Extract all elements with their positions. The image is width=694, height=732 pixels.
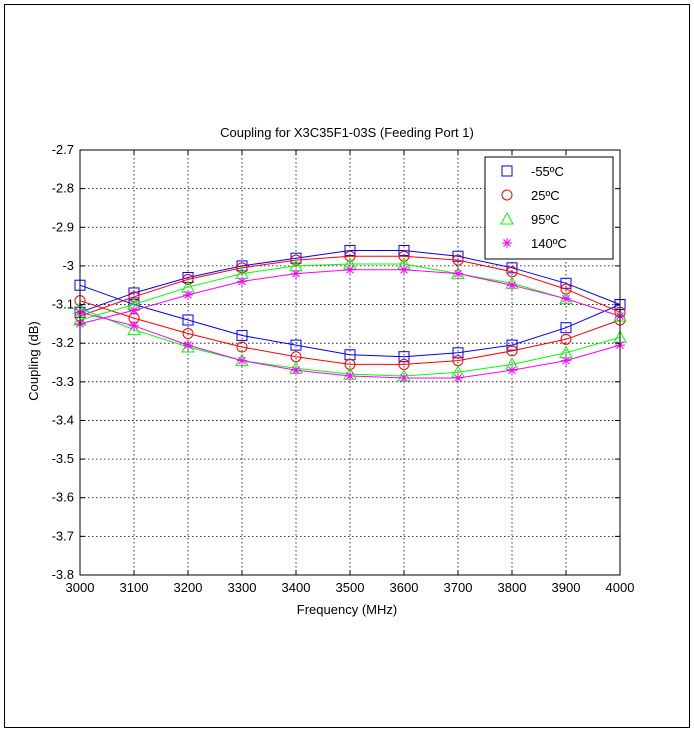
data-point-triangle [181, 340, 195, 353]
data-point-square [398, 351, 410, 363]
x-tick-label: 3100 [120, 580, 149, 595]
x-tick-label: 3200 [174, 580, 203, 595]
data-point-star [453, 268, 463, 279]
series-line-upper [79, 263, 621, 321]
data-point-square [560, 322, 572, 334]
x-tick-label: 3800 [498, 580, 527, 595]
data-point-star [507, 280, 517, 291]
data-point-star [453, 372, 463, 383]
y-axis-label: Coupling (dB) [26, 321, 41, 401]
data-point-square [452, 250, 464, 262]
x-tick-label: 3400 [282, 580, 311, 595]
legend-label: 95ºC [531, 212, 560, 227]
chart-title: Coupling for X3C35F1-03S (Feeding Port 1… [220, 125, 474, 140]
data-point-circle [344, 358, 356, 370]
data-point-circle [182, 273, 194, 285]
y-tick-label: -3 [62, 258, 74, 273]
x-tick-label: 3700 [444, 580, 473, 595]
x-tick-label: 3300 [228, 580, 257, 595]
series-line-lower [79, 284, 621, 358]
y-tick-label: -3.2 [52, 335, 74, 350]
tick-layer: 3000 3100 3200 3300 3400 3500 3600 3700 3800 3900… [52, 142, 635, 595]
legend-marker-triangle [500, 211, 514, 225]
legend-label: 25ºC [531, 188, 560, 203]
data-point-circle [560, 333, 572, 345]
series-line-lower [79, 300, 621, 365]
data-point-circle [128, 291, 140, 303]
data-point-star [399, 372, 409, 383]
y-tick-label: -3.7 [52, 528, 74, 543]
y-tick-label: -3.6 [52, 490, 74, 505]
data-point-star [129, 305, 139, 316]
series-line-upper [79, 269, 621, 325]
legend-label: 140ºC [531, 236, 567, 251]
data-point-circle [344, 250, 356, 262]
data-point-square [506, 262, 518, 274]
y-tick-label: -3.8 [52, 567, 74, 582]
x-tick-label: 4000 [606, 580, 635, 595]
figure-frame [4, 4, 690, 728]
y-tick-label: -2.7 [52, 142, 74, 157]
legend-entry: 95ºC [500, 211, 560, 227]
series-star [75, 264, 625, 383]
y-tick-label: -3.1 [52, 297, 74, 312]
y-tick-label: -3.5 [52, 451, 74, 466]
legend-marker-square [501, 165, 513, 177]
legend: -55ºC 25ºC 95ºC 140ºC [484, 156, 614, 260]
data-point-star [561, 355, 571, 366]
legend-marker-star [502, 238, 512, 248]
legend-label: -55ºC [531, 164, 564, 179]
legend-entry: 140ºC [502, 236, 567, 251]
data-point-square [452, 347, 464, 359]
data-point-star [291, 268, 301, 279]
legend-entry: -55ºC [501, 164, 564, 179]
data-point-star [237, 276, 247, 287]
data-point-square [398, 244, 410, 256]
data-point-square [506, 339, 518, 351]
y-tick-label: -2.9 [52, 219, 74, 234]
data-point-star [345, 371, 355, 382]
data-point-star [291, 365, 301, 376]
data-point-circle [506, 345, 518, 357]
data-point-star [507, 365, 517, 376]
data-point-star [237, 355, 247, 366]
x-axis-label: Frequency (MHz) [297, 602, 397, 617]
data-point-square [236, 329, 248, 341]
x-tick-label: 3600 [390, 580, 419, 595]
data-point-circle [290, 254, 302, 266]
y-tick-label: -3.3 [52, 374, 74, 389]
series-line-upper [79, 255, 621, 317]
data-point-circle [236, 341, 248, 353]
x-tick-label: 3000 [66, 580, 95, 595]
data-point-star [561, 293, 571, 304]
data-point-circle [182, 328, 194, 340]
data-point-star [129, 320, 139, 331]
data-point-square [560, 277, 572, 289]
data-point-star [183, 340, 193, 351]
data-point-star [345, 264, 355, 275]
x-tick-label: 3500 [336, 580, 365, 595]
legend-marker-circle [501, 189, 513, 201]
y-tick-label: -3.4 [52, 412, 74, 427]
data-point-star [399, 264, 409, 275]
legend-entry: 25ºC [501, 188, 560, 203]
data-point-circle [452, 254, 464, 266]
y-tick-label: -2.8 [52, 181, 74, 196]
data-point-circle [398, 250, 410, 262]
series-line-upper [79, 250, 621, 313]
data-point-square [290, 339, 302, 351]
data-point-circle [236, 262, 248, 274]
data-point-square [182, 314, 194, 326]
x-tick-label: 3900 [552, 580, 581, 595]
data-point-star [183, 289, 193, 300]
data-point-square [344, 244, 356, 256]
series-circle [74, 250, 626, 370]
